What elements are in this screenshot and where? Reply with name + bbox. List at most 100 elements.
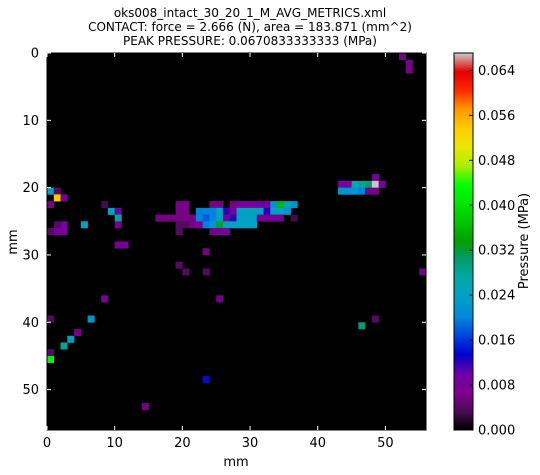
- heatmap-cell: [270, 207, 278, 215]
- heatmap-cell: [209, 228, 217, 236]
- heatmap-cell: [371, 180, 379, 188]
- heatmap-cell: [277, 201, 285, 209]
- heatmap-cell: [216, 295, 224, 303]
- heatmap-cell: [365, 187, 373, 195]
- heatmap-cell: [162, 214, 170, 222]
- heatmap-cell: [263, 207, 271, 215]
- heatmap-cell: [53, 194, 61, 202]
- heatmap-cell: [114, 241, 122, 249]
- heatmap-cell: [229, 201, 237, 209]
- heatmap-cell: [216, 228, 224, 236]
- heatmap-plot-area: [47, 53, 426, 430]
- heatmap-cell: [47, 355, 55, 363]
- heatmap-cell: [195, 207, 203, 215]
- heatmap-cell: [87, 315, 95, 323]
- colorbar-tick-label: 0.000: [478, 424, 515, 439]
- heatmap-cell: [189, 214, 197, 222]
- heatmap-cell: [371, 315, 379, 323]
- heatmap-cell: [168, 214, 176, 222]
- heatmap-cell: [209, 214, 217, 222]
- heatmap-cell: [229, 214, 237, 222]
- heatmap-cell: [371, 174, 379, 182]
- heatmap-cell: [290, 214, 298, 222]
- heatmap-cell: [175, 207, 183, 215]
- heatmap-cell: [209, 221, 217, 229]
- heatmap-cell: [101, 201, 109, 209]
- heatmap-cell: [202, 268, 210, 276]
- y-tick-label: 40: [22, 316, 39, 331]
- x-axis-label: mm: [223, 455, 248, 470]
- colorbar-tick-label: 0.064: [478, 64, 515, 79]
- heatmap-cell: [358, 322, 366, 330]
- x-tick-label: 30: [242, 436, 259, 451]
- x-tick-label: 20: [174, 436, 191, 451]
- heatmap-cell: [371, 187, 379, 195]
- heatmap-cell: [67, 335, 75, 343]
- heatmap-cell: [263, 214, 271, 222]
- heatmap-cell: [250, 221, 258, 229]
- heatmap-cell: [114, 214, 122, 222]
- heatmap-cell: [175, 221, 183, 229]
- heatmap-axes: 0 10 20 30 40 50 0 10 20 30 40 50: [22, 47, 427, 451]
- heatmap-cell: [53, 228, 61, 236]
- heatmap-cell: [202, 207, 210, 215]
- heatmap-cell: [60, 342, 68, 350]
- chart-title-line-3: PEAK PRESSURE: 0.0670833333333 (MPa): [123, 34, 377, 48]
- heatmap-cell: [189, 221, 197, 229]
- heatmap-cell: [155, 214, 163, 222]
- heatmap-cell: [338, 187, 346, 195]
- x-tick-label: 40: [309, 436, 326, 451]
- colorbar-tick-label: 0.024: [478, 289, 515, 304]
- heatmap-cell: [283, 207, 291, 215]
- heatmap-cell: [121, 241, 129, 249]
- heatmap-cell: [358, 187, 366, 195]
- heatmap-cell: [202, 214, 210, 222]
- heatmap-cell: [175, 201, 183, 209]
- heatmap-cell: [114, 221, 122, 229]
- heatmap-cell: [256, 201, 264, 209]
- heatmap-cell: [47, 187, 55, 195]
- x-tick-label: 10: [106, 436, 123, 451]
- heatmap-cell: [114, 207, 122, 215]
- heatmap-cell: [216, 214, 224, 222]
- chart-title-line-2: CONTACT: force = 2.666 (N), area = 183.8…: [88, 20, 412, 34]
- heatmap-cell: [405, 59, 413, 67]
- heatmap-cell: [47, 228, 55, 236]
- heatmap-cell: [209, 201, 217, 209]
- heatmap-cell: [358, 180, 366, 188]
- heatmap-cell: [53, 221, 61, 229]
- heatmap-cell: [270, 201, 278, 209]
- heatmap-cell: [175, 228, 183, 236]
- heatmap-background: [47, 53, 426, 430]
- heatmap-cell: [256, 214, 264, 222]
- colorbar-tick-label: 0.040: [478, 199, 515, 214]
- heatmap-cell: [270, 214, 278, 222]
- plot-frame: [46, 52, 427, 431]
- heatmap-cell: [243, 201, 251, 209]
- heatmap-cell: [141, 403, 149, 411]
- colorbar-gradient: [453, 52, 474, 431]
- heatmap-cell: [344, 187, 352, 195]
- heatmap-cell: [222, 221, 231, 229]
- heatmap-cell: [344, 180, 352, 188]
- heatmap-cell: [236, 221, 244, 229]
- heatmap-cell: [216, 207, 224, 215]
- heatmap-cell: [80, 221, 88, 229]
- heatmap-cell: [243, 214, 251, 222]
- colorbar-tick-label: 0.056: [478, 109, 515, 124]
- heatmap-cell: [229, 207, 237, 215]
- heatmap-cell: [195, 221, 203, 229]
- heatmap-cell: [243, 221, 251, 229]
- heatmap-cell: [283, 201, 291, 209]
- heatmap-cell: [243, 207, 251, 215]
- heatmap-cell: [419, 268, 427, 276]
- heatmap-cell: [216, 221, 224, 229]
- heatmap-cell: [202, 376, 210, 384]
- colorbar-tick-label: 0.048: [478, 154, 515, 169]
- heatmap-cell: [182, 214, 190, 222]
- y-tick-label: 20: [22, 181, 39, 196]
- heatmap-cell: [250, 214, 258, 222]
- heatmap-cell: [277, 207, 285, 215]
- heatmap-cell: [202, 221, 210, 229]
